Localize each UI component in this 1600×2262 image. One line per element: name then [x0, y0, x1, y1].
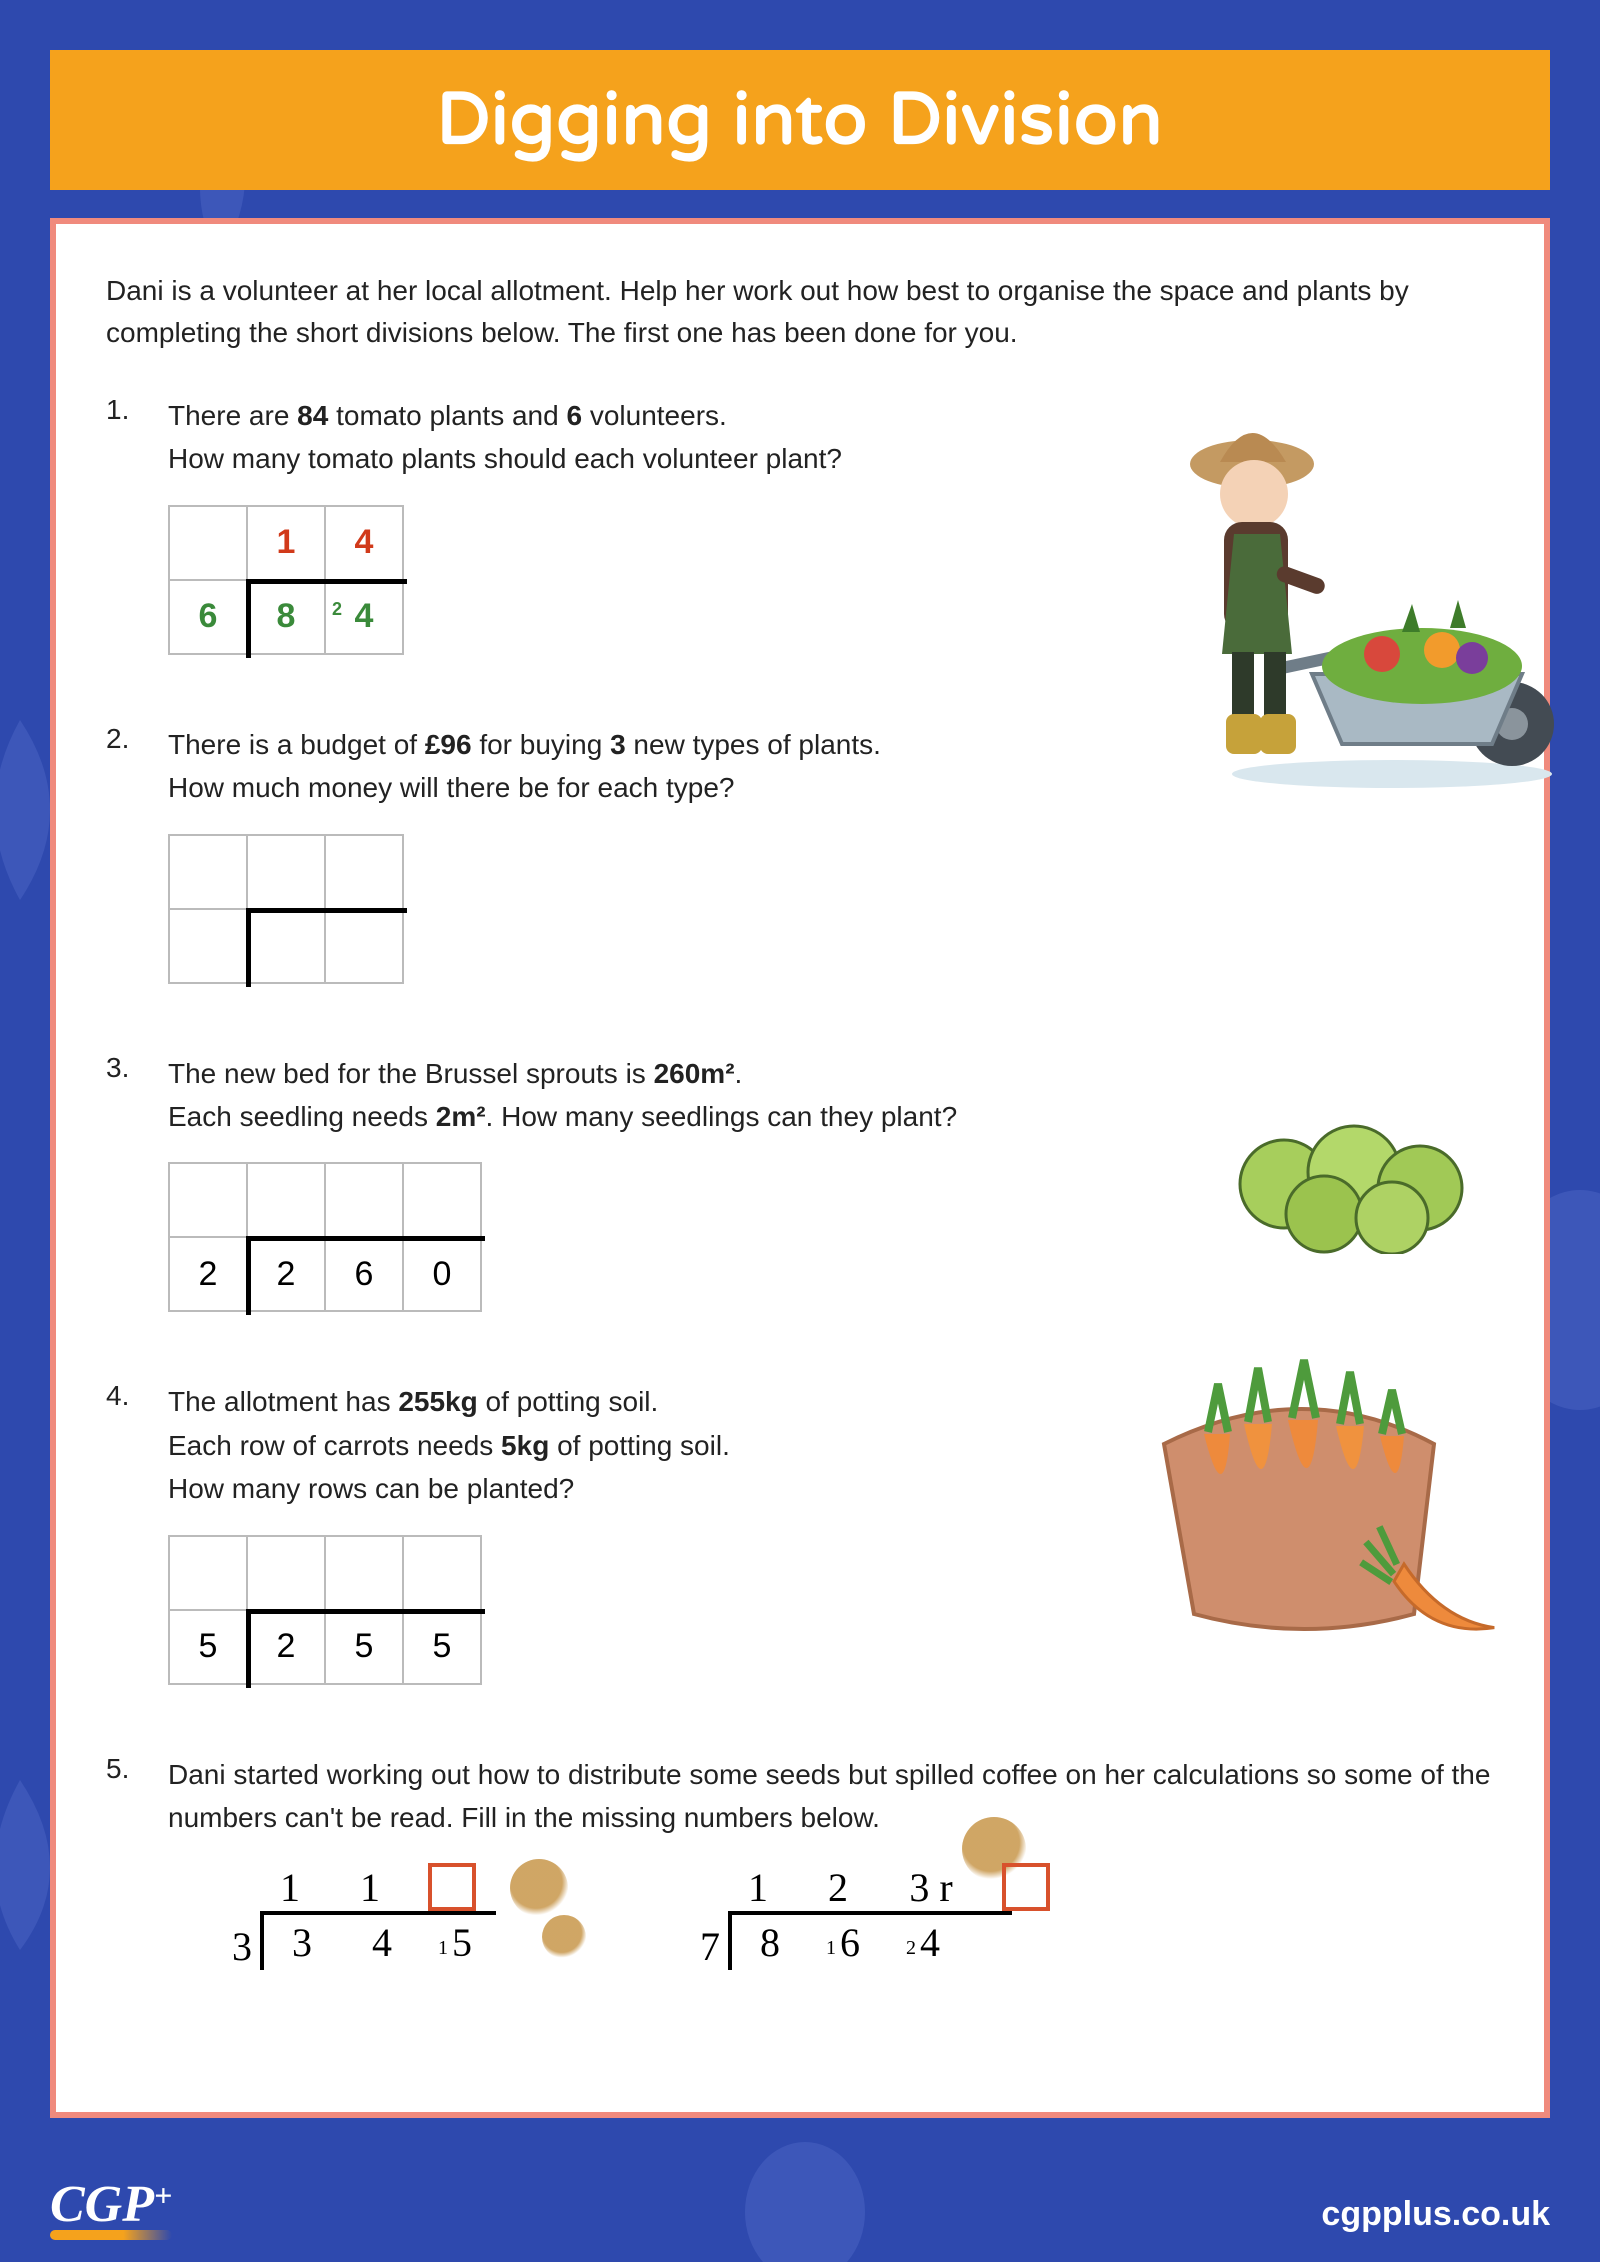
- carry-digit: 1: [826, 1937, 836, 1960]
- coffee-stain-icon: [542, 1915, 586, 1959]
- site-url: cgpplus.co.uk: [1321, 2195, 1550, 2234]
- question-number: 5.: [106, 1753, 146, 1971]
- dividend-cell: 2: [247, 1610, 325, 1684]
- dividend-cell[interactable]: [247, 909, 325, 983]
- page-footer: CGP+ cgpplus.co.uk: [50, 2175, 1550, 2234]
- quotient-cell: [169, 506, 247, 580]
- worksheet-panel: Dani is a volunteer at her local allotme…: [50, 218, 1550, 2118]
- dividend-digit: 4: [355, 597, 374, 636]
- coffee-stain-icon: [510, 1859, 568, 1917]
- question-number: 1.: [106, 394, 146, 655]
- question-number: 2.: [106, 723, 146, 984]
- division-bracket: 8 1 6 2 4: [728, 1911, 1012, 1970]
- dividend-cell: 5: [325, 1610, 403, 1684]
- title-banner: Digging into Division: [50, 50, 1550, 190]
- long-division-a: 1 1 3 3 4 1: [208, 1863, 496, 1970]
- divisor-cell: 6: [169, 580, 247, 654]
- quotient-digit: 1: [348, 1864, 392, 1911]
- quotient-cell[interactable]: [247, 1163, 325, 1237]
- quotient-cell[interactable]: [169, 1163, 247, 1237]
- divisor-cell[interactable]: [169, 909, 247, 983]
- divisor-cell: 5: [169, 1610, 247, 1684]
- carry-digit: 2: [332, 599, 342, 620]
- answer-box[interactable]: [1002, 1863, 1046, 1911]
- intro-text: Dani is a volunteer at her local allotme…: [106, 270, 1494, 354]
- question-number: 4.: [106, 1380, 146, 1684]
- quotient-cell[interactable]: [325, 1536, 403, 1610]
- quotient-digit: 1: [268, 1864, 312, 1911]
- quotient-cell: 1: [247, 506, 325, 580]
- dividend-digit: 8: [748, 1919, 792, 1966]
- dividend-digit: 3: [280, 1919, 324, 1966]
- quotient-cell[interactable]: [325, 835, 403, 909]
- question-text: Dani started working out how to distribu…: [168, 1753, 1494, 1840]
- page-title: Digging into Division: [437, 77, 1164, 164]
- dividend-digit: 1 6: [828, 1919, 872, 1966]
- answer-box[interactable]: [428, 1863, 472, 1911]
- long-division-b: 1 2 3 r 7 8 1: [676, 1863, 1046, 1970]
- gardener-illustration: [1142, 374, 1572, 794]
- quotient-cell[interactable]: [325, 1163, 403, 1237]
- dividend-digit: 2 4: [908, 1919, 952, 1966]
- dividend-cell: 5: [403, 1610, 481, 1684]
- quotient-cell[interactable]: [169, 835, 247, 909]
- carry-digit: 1: [438, 1937, 448, 1960]
- quotient-cell[interactable]: [247, 1536, 325, 1610]
- dividend-cell: 8: [247, 580, 325, 654]
- dividend-cell: 2: [247, 1237, 325, 1311]
- quotient-digit: 2: [816, 1864, 860, 1911]
- division-bracket: 3 4 1 5: [260, 1911, 496, 1970]
- dividend-cell[interactable]: [325, 909, 403, 983]
- logo-text: CGP: [50, 2176, 154, 2233]
- divisor-digit: 7: [676, 1923, 720, 1970]
- division-grid[interactable]: [168, 834, 1494, 984]
- carry-digit: 2: [906, 1937, 916, 1960]
- question-5: 5. Dani started working out how to distr…: [106, 1753, 1494, 1971]
- divisor-digit: 3: [208, 1923, 252, 1970]
- quotient-cell[interactable]: [169, 1536, 247, 1610]
- dividend-cell: 0: [403, 1237, 481, 1311]
- quotient-cell[interactable]: [403, 1536, 481, 1610]
- quotient-cell[interactable]: [403, 1163, 481, 1237]
- dividend-cell: 2 4: [325, 580, 403, 654]
- worksheet-page: Digging into Division Dani is a voluntee…: [0, 0, 1600, 2262]
- quotient-cell: 4: [325, 506, 403, 580]
- divisor-cell: 2: [169, 1237, 247, 1311]
- dividend-digit: 4: [360, 1919, 404, 1966]
- dividend-digit: 1 5: [440, 1919, 484, 1966]
- carrots-illustration: [1104, 1314, 1514, 1654]
- quotient-digit: 3 r: [896, 1864, 966, 1911]
- quotient-cell[interactable]: [247, 835, 325, 909]
- logo-plus: +: [154, 2177, 172, 2213]
- dividend-cell: 6: [325, 1237, 403, 1311]
- logo: CGP+: [50, 2175, 172, 2234]
- sprouts-illustration: [1224, 1084, 1484, 1254]
- question-number: 3.: [106, 1052, 146, 1313]
- quotient-digit: 1: [736, 1864, 780, 1911]
